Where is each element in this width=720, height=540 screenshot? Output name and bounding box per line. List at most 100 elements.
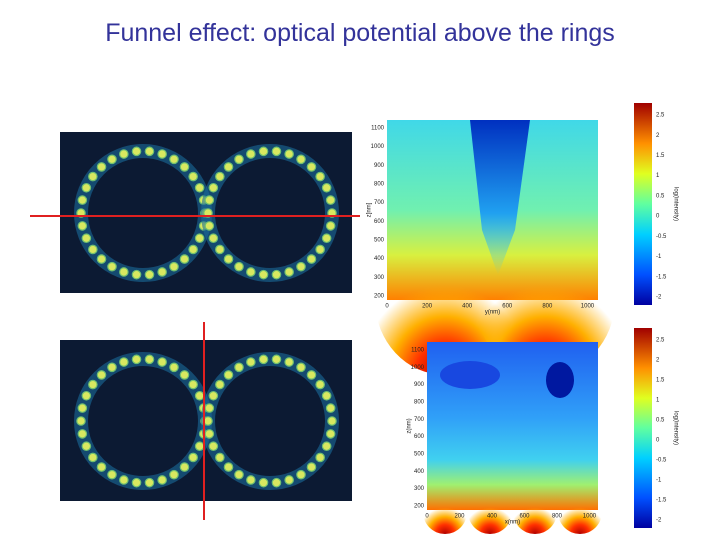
- ring-dot: [246, 357, 256, 367]
- heatmap: [423, 328, 652, 534]
- ring-dot: [194, 182, 205, 193]
- y-tick-label: 500: [414, 452, 425, 458]
- ring-dot: [144, 146, 155, 157]
- ring-dot: [107, 261, 117, 272]
- ring-dot: [96, 462, 107, 472]
- ring-dot: [169, 362, 179, 373]
- ring-dot: [107, 362, 117, 373]
- ring-dot: [81, 233, 92, 244]
- ring-dot: [325, 429, 336, 439]
- ring-dot: [246, 475, 256, 485]
- ring-dot: [215, 244, 225, 255]
- y-tick-label: 300: [374, 275, 385, 281]
- y-tick-label: 700: [374, 200, 385, 206]
- y-tick-label: 800: [374, 182, 385, 188]
- ring-dot: [321, 182, 332, 193]
- ring-dot: [188, 171, 198, 182]
- ring-dot: [81, 390, 92, 401]
- x-tick-label: 800: [542, 304, 553, 310]
- ring-dot: [194, 390, 205, 401]
- ring-dot: [157, 475, 167, 485]
- ring-dot: [271, 146, 282, 157]
- ring-dot: [321, 233, 332, 244]
- colorbar-tick-label: 2: [656, 358, 660, 364]
- colorbar-tick-label: -1.5: [656, 498, 667, 504]
- x-tick-label: 1000: [583, 514, 597, 520]
- ring-dot: [144, 269, 155, 280]
- x-tick-label: 1000: [581, 304, 595, 310]
- ring-dot: [204, 221, 215, 231]
- ring-dot: [179, 254, 190, 264]
- ring-dot: [234, 362, 244, 373]
- x-tick-label: 400: [487, 514, 498, 520]
- ring-dot: [208, 233, 219, 244]
- ring-dot: [107, 154, 117, 165]
- colorbar-label: log(intensity): [672, 411, 678, 445]
- y-tick-label: 900: [374, 163, 385, 169]
- ring-dot: [131, 269, 142, 280]
- ring-dot: [258, 269, 269, 280]
- ring-dot: [204, 195, 215, 205]
- y-tick-label: 800: [414, 400, 425, 406]
- ring-dot: [271, 354, 282, 365]
- ring-dot: [258, 354, 269, 365]
- colorbar-tick-label: 0: [656, 214, 660, 220]
- x-tick-label: 400: [462, 304, 473, 310]
- ring-dot: [88, 452, 98, 463]
- colorbar-tick-label: 1.5: [656, 153, 665, 159]
- y-axis-label: z[nm]: [367, 202, 373, 217]
- ring-dot: [96, 162, 107, 172]
- ring-dot: [77, 403, 88, 413]
- colorbar-tick-label: -0.5: [656, 234, 667, 240]
- ring-dot: [325, 221, 336, 231]
- ring-dot: [119, 475, 129, 485]
- ring-dot: [284, 267, 294, 277]
- ring-dot: [315, 171, 325, 182]
- ring-images: [60, 132, 352, 501]
- ring-dot: [194, 233, 205, 244]
- ring-dot: [204, 403, 215, 413]
- y-tick-label: 500: [374, 238, 385, 244]
- ring-dot: [131, 146, 142, 157]
- ring-dot: [88, 244, 98, 255]
- ring-dot: [88, 171, 98, 182]
- ring-dot: [223, 370, 234, 380]
- ring-dot: [296, 154, 306, 165]
- ring-dot: [96, 254, 107, 264]
- ring-dot: [306, 462, 317, 472]
- colorbar-label: log(intensity): [672, 187, 678, 221]
- ring-dot: [144, 477, 155, 488]
- ring-dot: [215, 171, 225, 182]
- ring-dot: [306, 254, 317, 264]
- ring-dot: [208, 182, 219, 193]
- colorbar-tick-label: 2.5: [656, 113, 665, 119]
- ring-dot: [315, 452, 325, 463]
- x-tick-label: 200: [422, 304, 433, 310]
- ring-dot: [325, 195, 336, 205]
- ring-dot: [321, 390, 332, 401]
- x-tick-label: 0: [425, 514, 429, 520]
- ring-dot: [306, 162, 317, 172]
- x-tick-label: 800: [552, 514, 563, 520]
- ring-dot: [258, 146, 269, 157]
- colorbar-tick-label: -2: [656, 518, 662, 524]
- x-tick-label: 600: [519, 514, 530, 520]
- ring-dot: [223, 162, 234, 172]
- ring-dot: [296, 261, 306, 272]
- x-axis-label: y(nm): [485, 310, 500, 316]
- ring-dot: [315, 379, 325, 390]
- ring-dot: [157, 149, 167, 159]
- ring-dot: [188, 244, 198, 255]
- ring-dot: [81, 182, 92, 193]
- y-axis-label: z(nm): [407, 418, 413, 433]
- ring-dot: [296, 469, 306, 480]
- colorbar-tick-label: -0.5: [656, 458, 667, 464]
- ring-dot: [169, 154, 179, 165]
- y-tick-label: 700: [414, 417, 425, 423]
- ring-dot: [144, 354, 155, 365]
- y-tick-label: 900: [414, 382, 425, 388]
- ring-dot: [223, 462, 234, 472]
- ring-dot: [188, 452, 198, 463]
- colorbar-tick-label: 0.5: [656, 418, 665, 424]
